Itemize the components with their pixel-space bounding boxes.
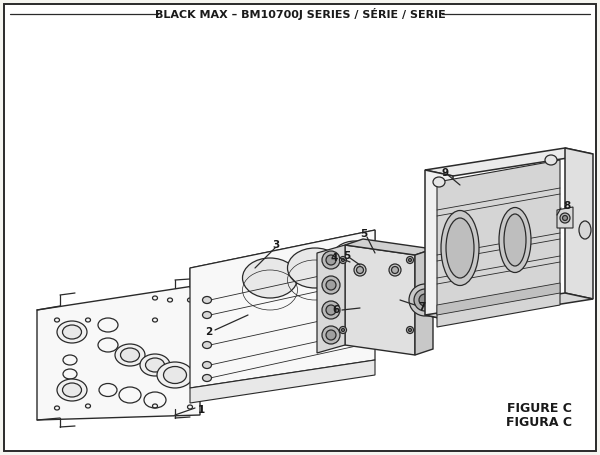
Text: 4: 4 [331, 253, 338, 263]
Ellipse shape [341, 258, 344, 262]
Polygon shape [345, 245, 415, 355]
Text: BLACK MAX – BM10700J SERIES / SÉRIE / SERIE: BLACK MAX – BM10700J SERIES / SÉRIE / SE… [155, 8, 445, 20]
Polygon shape [425, 170, 453, 321]
Text: FIGURE C: FIGURE C [507, 401, 572, 415]
Ellipse shape [407, 327, 413, 334]
Polygon shape [415, 249, 433, 355]
Ellipse shape [146, 358, 164, 372]
Polygon shape [565, 148, 593, 299]
Ellipse shape [326, 330, 336, 340]
Polygon shape [425, 148, 593, 176]
Polygon shape [437, 283, 560, 315]
Ellipse shape [322, 251, 340, 269]
Ellipse shape [57, 321, 87, 343]
Polygon shape [437, 160, 560, 327]
Ellipse shape [203, 312, 212, 318]
Text: 9: 9 [442, 168, 449, 178]
Ellipse shape [419, 294, 431, 306]
Text: FIGURA C: FIGURA C [506, 416, 572, 430]
Ellipse shape [579, 221, 591, 239]
Text: 5: 5 [361, 229, 368, 239]
Ellipse shape [560, 213, 570, 223]
Polygon shape [425, 293, 593, 321]
Ellipse shape [409, 258, 412, 262]
Ellipse shape [326, 305, 336, 315]
Ellipse shape [332, 241, 378, 275]
Ellipse shape [326, 280, 336, 290]
Polygon shape [37, 285, 200, 420]
Ellipse shape [157, 362, 193, 388]
Ellipse shape [163, 366, 187, 384]
Ellipse shape [354, 264, 366, 276]
Ellipse shape [441, 211, 479, 285]
Ellipse shape [341, 329, 344, 332]
Ellipse shape [57, 379, 87, 401]
Polygon shape [190, 360, 375, 403]
Ellipse shape [499, 207, 531, 273]
Ellipse shape [203, 374, 212, 381]
Ellipse shape [389, 264, 401, 276]
Ellipse shape [326, 255, 336, 265]
Ellipse shape [203, 362, 212, 369]
Ellipse shape [62, 325, 82, 339]
Text: 6: 6 [333, 305, 340, 315]
Ellipse shape [140, 354, 170, 376]
FancyBboxPatch shape [4, 4, 596, 451]
Ellipse shape [322, 326, 340, 344]
Polygon shape [190, 230, 375, 388]
Ellipse shape [409, 329, 412, 332]
Ellipse shape [62, 383, 82, 397]
Text: 2: 2 [205, 327, 212, 337]
Ellipse shape [121, 348, 139, 362]
Polygon shape [557, 207, 573, 228]
Text: 7: 7 [418, 302, 425, 312]
Ellipse shape [203, 297, 212, 303]
Ellipse shape [392, 267, 398, 273]
Ellipse shape [340, 327, 347, 334]
Ellipse shape [407, 257, 413, 263]
Ellipse shape [409, 284, 441, 316]
Ellipse shape [356, 267, 364, 273]
Text: 3: 3 [272, 240, 279, 250]
Polygon shape [317, 245, 345, 353]
Ellipse shape [446, 218, 474, 278]
Ellipse shape [563, 216, 568, 221]
Ellipse shape [287, 248, 343, 288]
Text: 8: 8 [563, 201, 570, 211]
Ellipse shape [545, 155, 557, 165]
Text: 1: 1 [198, 405, 205, 415]
Ellipse shape [340, 257, 347, 263]
Ellipse shape [504, 214, 526, 266]
Ellipse shape [242, 258, 298, 298]
Ellipse shape [414, 289, 436, 311]
Polygon shape [345, 239, 433, 255]
Polygon shape [190, 230, 375, 288]
Ellipse shape [433, 177, 445, 187]
Ellipse shape [115, 344, 145, 366]
Ellipse shape [322, 301, 340, 319]
Text: 5: 5 [343, 251, 350, 261]
Ellipse shape [203, 342, 212, 349]
Ellipse shape [322, 276, 340, 294]
